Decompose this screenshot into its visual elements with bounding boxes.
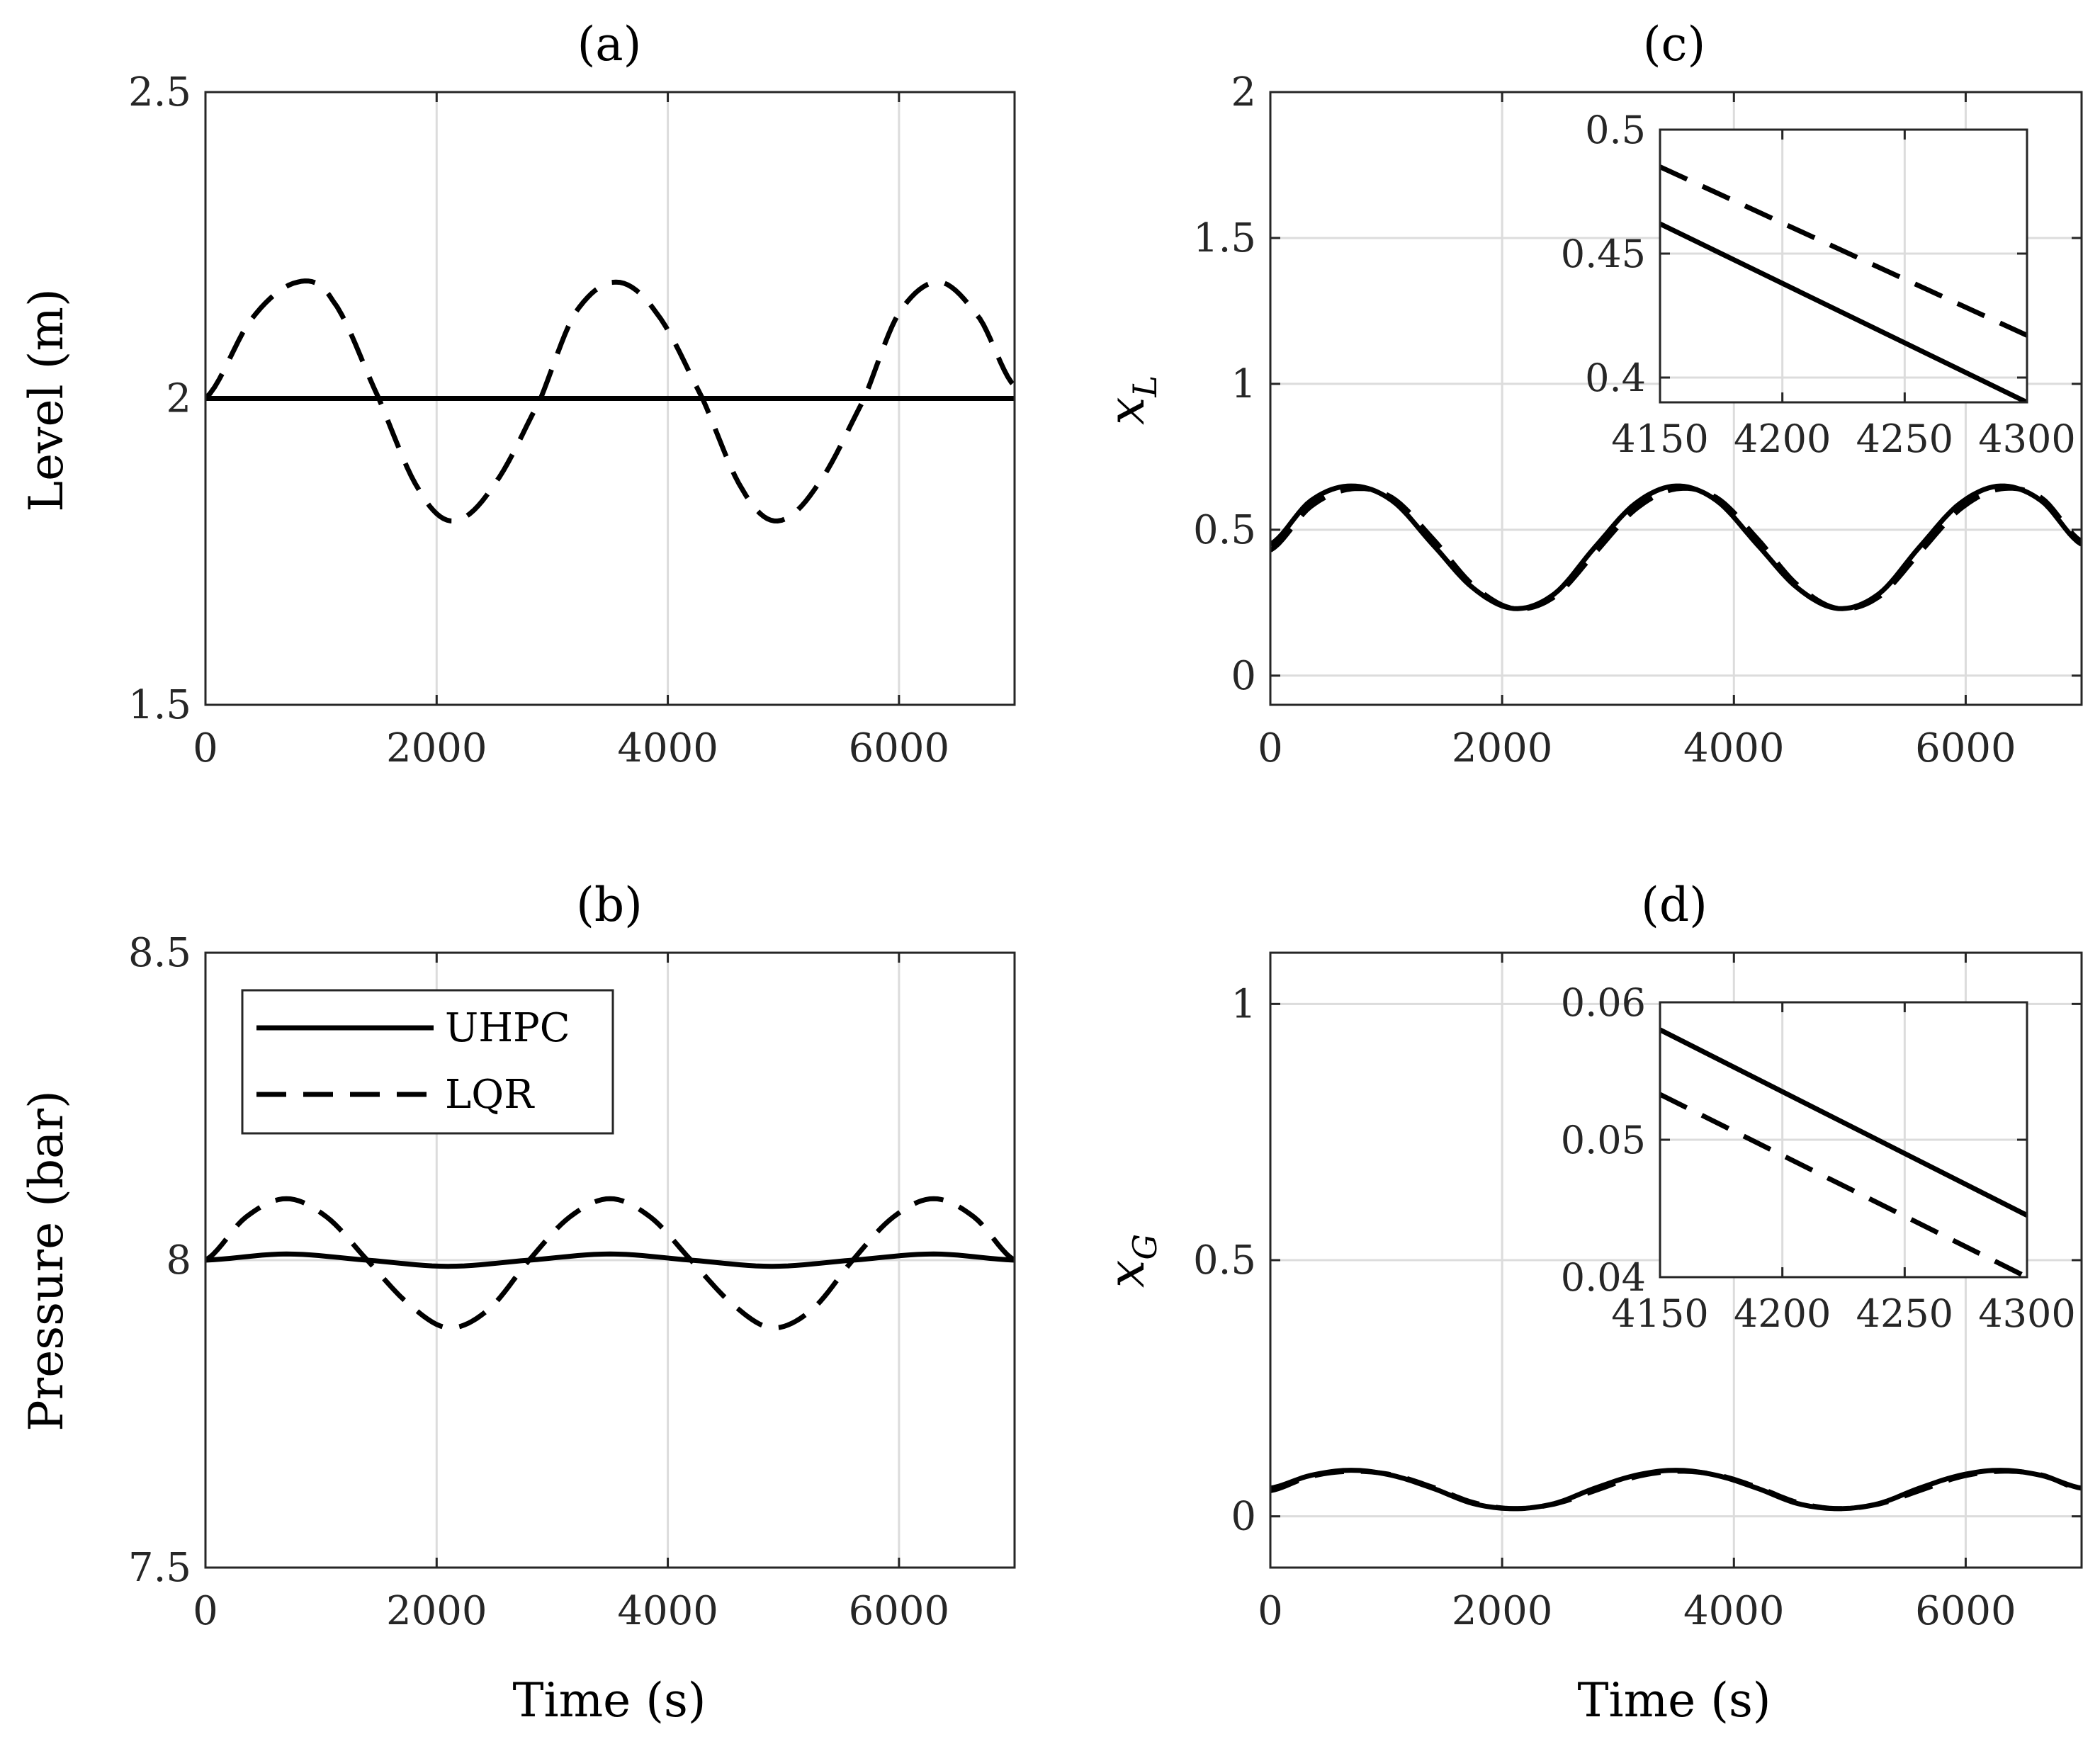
- legend: UHPC LQR: [241, 989, 614, 1135]
- panel-a-xtick-label: 6000: [849, 725, 950, 771]
- panel-c: (c) xL 0 2000 4000 6000 0 0.5 1 1.5 2 4150 4200 425…: [1097, 17, 2083, 771]
- panel-c-xtick-label: 4000: [1683, 725, 1785, 771]
- panel-b: (b) Pressure (bar) Time (s) 0 2000 4000 600…: [19, 878, 1016, 1728]
- panel-d-xlabel: Time (s): [1577, 1673, 1771, 1728]
- panel-d-inset-series-uhpc: [1660, 1027, 2027, 1218]
- panel-d-inset-ytick-label: 0.04: [1561, 1255, 1646, 1300]
- panel-b-ytick-label: 8: [166, 1237, 191, 1284]
- panel-c-inset-series-group: [1660, 164, 2027, 402]
- panel-c-series-group: [1270, 483, 2082, 612]
- legend-box: [241, 989, 614, 1135]
- panel-b-xtick-label: 4000: [617, 1588, 718, 1634]
- panel-b-ylabel: Pressure (bar): [19, 1090, 74, 1432]
- panel-b-xtick-label: 2000: [386, 1588, 487, 1634]
- panel-d-xtick-label: 0: [1258, 1588, 1283, 1634]
- panel-c-ytick-label: 1: [1231, 361, 1256, 407]
- panel-d-inset-series-group: [1660, 1027, 2027, 1277]
- panel-b-series-uhpc: [205, 1251, 1015, 1269]
- panel-b-title: (b): [576, 878, 643, 932]
- panel-c-series-lqr: [1270, 485, 2082, 612]
- panel-d-ylabel: xG: [1097, 1234, 1164, 1288]
- panel-d-inset-xtick-label: 4300: [1978, 1291, 2075, 1336]
- panel-c-plot: 0 2000 4000 6000 0 0.5 1 1.5 2 4150 4200 4250 4300 0.…: [1193, 69, 2083, 771]
- panel-d-series-group: [1270, 1468, 2082, 1512]
- panel-d-inset: 4150 4200 4250 4300 0.04 0.05 0.06: [1561, 980, 2076, 1336]
- panel-c-inset-frame: [1659, 128, 2028, 404]
- panel-d-ytick-label: 0: [1231, 1494, 1256, 1540]
- panel-a-xtick-label: 4000: [617, 725, 718, 771]
- panel-c-xtick-label: 2000: [1452, 725, 1553, 771]
- panel-d-ylabel-main: x: [1097, 1260, 1156, 1288]
- panel-d-xtick-label: 4000: [1683, 1588, 1785, 1634]
- panel-c-inset-series-lqr: [1660, 164, 2027, 338]
- panel-c-inset-plot-area: [1660, 130, 2027, 402]
- panel-b-xlabel: Time (s): [512, 1673, 706, 1728]
- panel-b-series-group: [205, 1196, 1015, 1330]
- panel-c-xtick-label: 6000: [1915, 725, 2016, 771]
- panel-a-ytick-label: 2: [166, 376, 191, 422]
- panel-a-xtick-label: 2000: [386, 725, 487, 771]
- panel-c-ylabel: xL: [1097, 375, 1164, 425]
- panel-d-series-uhpc: [1270, 1468, 2082, 1512]
- panel-b-ytick-label: 7.5: [128, 1545, 191, 1591]
- panel-b-series-lqr: [205, 1196, 1015, 1330]
- svg-text:xG: xG: [1097, 1234, 1164, 1288]
- panel-c-inset-ytick-label: 0.5: [1585, 108, 1646, 152]
- panel-d-title: (d): [1641, 878, 1707, 932]
- panel-c-inset-xtick-label: 4200: [1734, 417, 1831, 461]
- panel-c-ytick-label: 1.5: [1193, 215, 1256, 261]
- panel-d-plot: 0 2000 4000 6000 0 0.5 1 4150 4200 4250 4300 0.04 0.…: [1193, 951, 2083, 1634]
- panel-a-ylabel: Level (m): [19, 288, 74, 511]
- panel-d-ytick-label: 1: [1231, 981, 1256, 1027]
- panel-c-ylabel-sub: L: [1126, 375, 1164, 398]
- panel-c-inset-ytick-label: 0.45: [1561, 232, 1646, 276]
- panel-d-inset-ytick-label: 0.06: [1561, 980, 1646, 1025]
- panel-d-ylabel-sub: G: [1126, 1234, 1164, 1260]
- panel-d-xtick-label: 6000: [1915, 1588, 2016, 1634]
- panel-a-frame: [204, 91, 1016, 706]
- panel-a-series-group: [205, 278, 1015, 524]
- panel-d-inset-xtick-label: 4200: [1734, 1291, 1831, 1336]
- panel-a-ytick-label: 1.5: [128, 682, 191, 728]
- panel-c-ytick-label: 0.5: [1193, 507, 1256, 553]
- panel-c-xtick-label: 0: [1258, 725, 1283, 771]
- panel-d-inset-ytick-label: 0.05: [1561, 1118, 1646, 1162]
- panel-d-xtick-label: 2000: [1452, 1588, 1553, 1634]
- panel-c-ylabel-main: x: [1097, 397, 1156, 425]
- panel-c-inset-ytick-label: 0.4: [1585, 356, 1646, 400]
- panel-c-inset: 4150 4200 4250 4300 0.4 0.45 0.5: [1561, 108, 2076, 461]
- panel-c-title: (c): [1643, 17, 1705, 72]
- legend-lqr-label: LQR: [445, 1072, 535, 1118]
- panel-d-inset-xtick-label: 4250: [1856, 1291, 1953, 1336]
- panel-c-series-uhpc: [1270, 483, 2082, 611]
- svg-text:xL: xL: [1097, 375, 1164, 425]
- panel-d-inset-series-lqr: [1660, 1092, 2027, 1277]
- panel-b-xtick-label: 6000: [849, 1588, 950, 1634]
- panel-a-plot: 0 2000 4000 6000 1.5 2 2.5: [128, 69, 1016, 771]
- panel-d-inset-frame: [1659, 1001, 2028, 1279]
- panel-c-inset-series-uhpc: [1660, 221, 2027, 402]
- panel-a-xtick-label: 0: [193, 725, 218, 771]
- panel-a: (a) Level (m) 0 2000 4000 6000 1.5 2 2.5: [19, 17, 1016, 771]
- panel-d-inset-xtick-label: 4150: [1611, 1291, 1708, 1336]
- panel-c-inset-xtick-label: 4150: [1611, 417, 1708, 461]
- panel-a-ytick-label: 2.5: [128, 69, 191, 115]
- panel-c-frame: [1269, 91, 2083, 706]
- panel-b-ytick-label: 8.5: [128, 930, 191, 976]
- panel-d-frame: [1269, 951, 2083, 1569]
- panel-d: (d) xG Time (s) 0 2000 4000 6000 0 0.5 1 4150 42…: [1097, 878, 2083, 1728]
- panel-b-frame: [204, 951, 1016, 1569]
- panel-a-series-lqr: [205, 278, 1015, 524]
- panel-b-xtick-label: 0: [193, 1588, 218, 1634]
- panel-d-ytick-label: 0.5: [1193, 1237, 1256, 1284]
- panel-c-inset-xtick-label: 4250: [1856, 417, 1953, 461]
- panel-c-ytick-label: 0: [1231, 653, 1256, 699]
- panel-c-ytick-label: 2: [1231, 69, 1256, 115]
- legend-uhpc-label: UHPC: [445, 1005, 570, 1051]
- panel-a-title: (a): [577, 17, 642, 72]
- panel-c-inset-xtick-label: 4300: [1978, 417, 2075, 461]
